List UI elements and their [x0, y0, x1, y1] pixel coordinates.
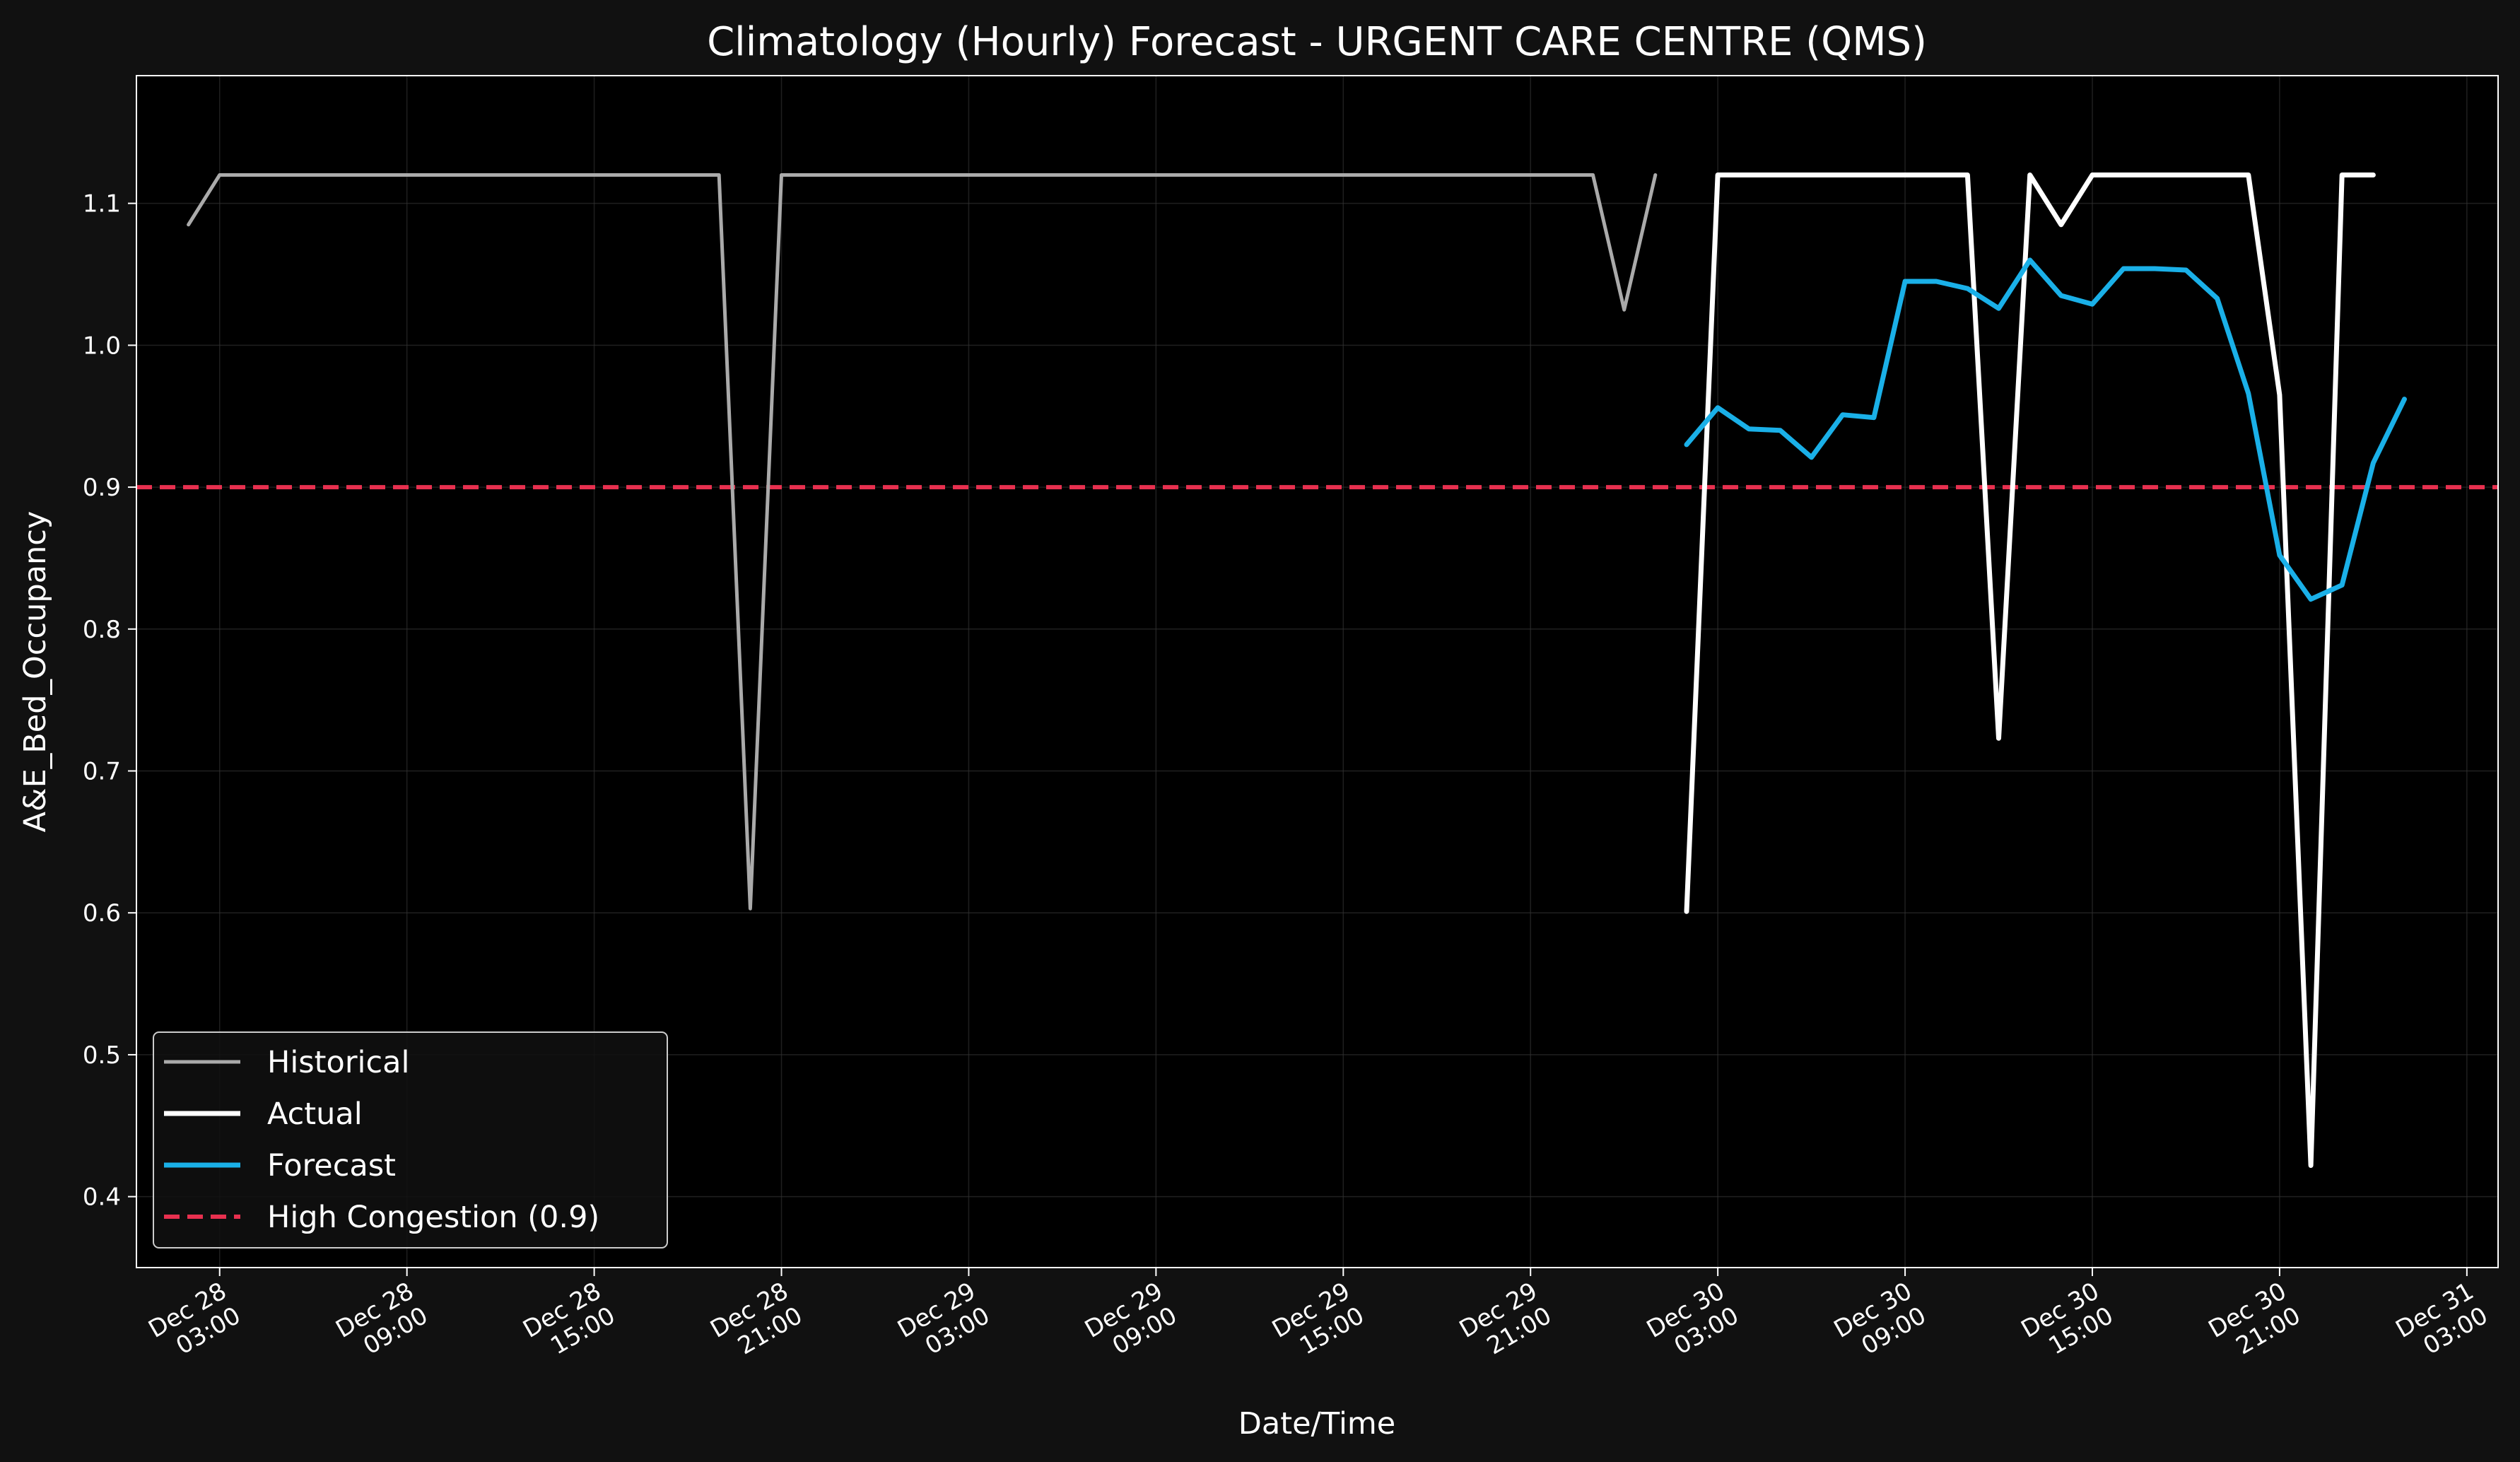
forecast-series-line — [1684, 257, 2407, 602]
y-axis-label: A&E_Bed_Occupancy — [18, 511, 53, 833]
y-tick-label: 0.8 — [83, 616, 121, 644]
actual-series-line — [1684, 172, 2376, 1168]
plot-frame — [136, 75, 2499, 1268]
x-axis-label: Date/Time — [1238, 1406, 1396, 1441]
legend: Historical Actual Forecast High Congestion … — [153, 1031, 668, 1248]
legend-label: Historical — [267, 1045, 409, 1080]
y-tick-label: 0.9 — [83, 474, 121, 502]
y-tick-label: 1.0 — [83, 332, 121, 360]
legend-box — [153, 1031, 668, 1248]
chart-title: Climatology (Hourly) Forecast - URGENT C… — [707, 19, 1927, 65]
series-lines — [136, 172, 2498, 1168]
y-tick-label: 1.1 — [83, 190, 121, 218]
legend-label: Forecast — [267, 1148, 396, 1183]
legend-label: High Congestion (0.9) — [267, 1200, 599, 1235]
y-tick-label: 0.4 — [83, 1183, 121, 1212]
y-tick-label: 0.5 — [83, 1041, 121, 1070]
y-tick-label: 0.6 — [83, 899, 121, 928]
y-tick-label: 0.7 — [83, 758, 121, 786]
grid-lines — [136, 76, 2498, 1268]
legend-label: Actual — [267, 1096, 363, 1132]
historical-series-line — [187, 173, 1658, 911]
